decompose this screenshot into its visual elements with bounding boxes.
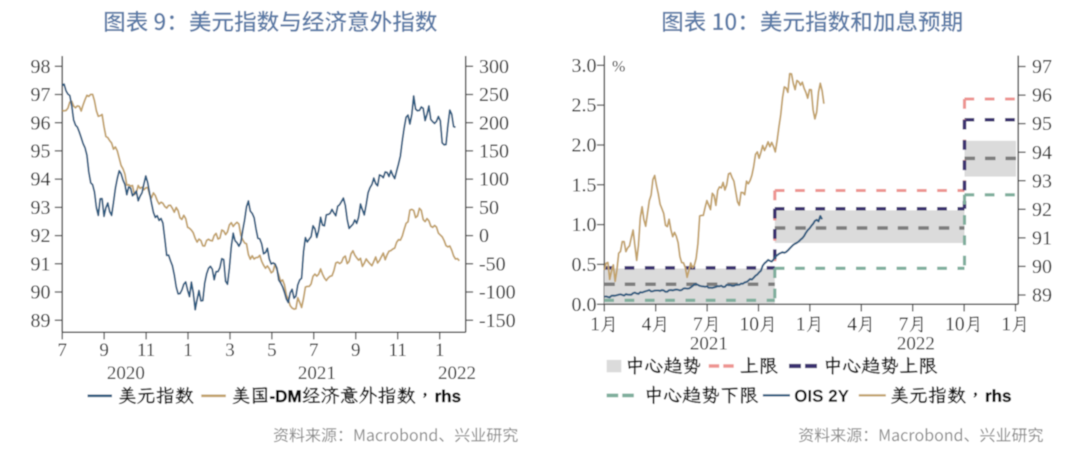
svg-text:3.0: 3.0 (572, 55, 597, 77)
svg-text:2021: 2021 (690, 334, 728, 355)
svg-text:94: 94 (31, 169, 51, 191)
svg-text:1.0: 1.0 (572, 214, 597, 236)
svg-text:93: 93 (31, 197, 51, 219)
svg-text:250: 250 (479, 84, 509, 106)
svg-text:2.5: 2.5 (572, 95, 597, 117)
svg-text:2021: 2021 (298, 363, 336, 384)
svg-text:97: 97 (31, 84, 51, 106)
svg-text:150: 150 (479, 141, 509, 163)
svg-text:9: 9 (351, 340, 361, 361)
svg-text:90: 90 (1032, 256, 1052, 278)
svg-text:50: 50 (479, 197, 499, 219)
svg-text:91: 91 (1032, 228, 1052, 250)
svg-text:93: 93 (1032, 170, 1052, 192)
svg-text:3: 3 (225, 340, 235, 361)
svg-text:89: 89 (31, 310, 51, 332)
svg-text:2022: 2022 (897, 334, 935, 355)
svg-text:%: % (612, 59, 625, 76)
svg-text:9: 9 (99, 340, 109, 361)
svg-text:0.5: 0.5 (572, 254, 597, 276)
svg-text:100: 100 (479, 169, 509, 191)
svg-text:96: 96 (31, 112, 51, 134)
svg-text:5: 5 (267, 340, 277, 361)
svg-text:-150: -150 (479, 310, 516, 332)
svg-text:0: 0 (479, 225, 489, 247)
svg-text:95: 95 (31, 141, 51, 163)
svg-text:96: 96 (1032, 85, 1052, 107)
svg-text:90: 90 (31, 282, 51, 304)
svg-text:94: 94 (1032, 142, 1052, 164)
svg-text:98: 98 (31, 56, 51, 78)
svg-text:2022: 2022 (438, 363, 476, 384)
svg-text:-50: -50 (479, 253, 506, 275)
svg-text:0.0: 0.0 (572, 294, 597, 316)
svg-text:200: 200 (479, 112, 509, 134)
svg-text:92: 92 (1032, 199, 1052, 221)
svg-text:91: 91 (31, 253, 51, 275)
svg-text:7: 7 (57, 340, 67, 361)
svg-text:95: 95 (1032, 113, 1052, 135)
svg-text:97: 97 (1032, 56, 1052, 78)
svg-text:89: 89 (1032, 285, 1052, 307)
svg-text:-100: -100 (479, 282, 516, 304)
svg-text:7: 7 (309, 340, 319, 361)
svg-text:1.5: 1.5 (572, 174, 597, 196)
svg-text:1: 1 (435, 340, 445, 361)
svg-text:2.0: 2.0 (572, 135, 597, 157)
svg-text:1: 1 (183, 340, 193, 361)
svg-text:92: 92 (31, 225, 51, 247)
svg-text:11: 11 (137, 340, 155, 361)
svg-text:11: 11 (389, 340, 407, 361)
svg-text:300: 300 (479, 56, 509, 78)
svg-text:2020: 2020 (107, 363, 145, 384)
